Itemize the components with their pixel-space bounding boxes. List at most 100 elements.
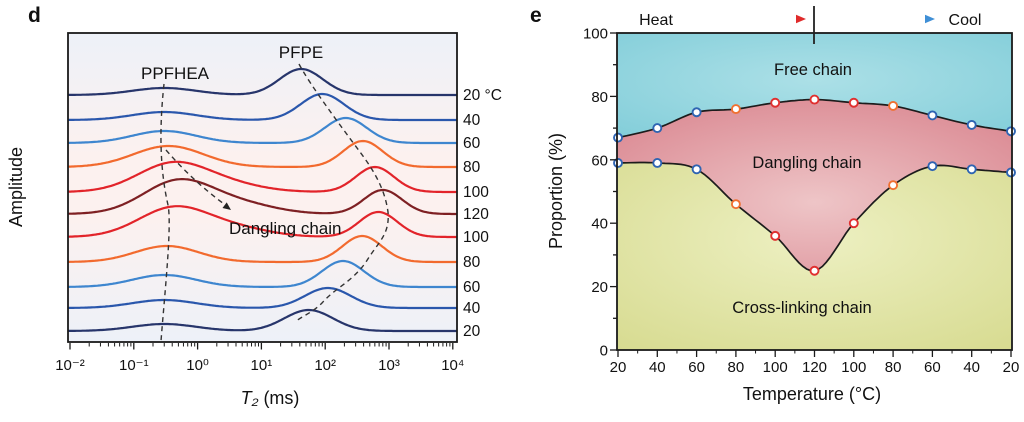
dangling-crosslink-point-80C [730,199,741,210]
relaxation-curve-80C-cooling [67,234,458,264]
cool-arrowhead-icon [925,14,935,24]
panel-d-letter: d [28,4,41,27]
e-xtick-label: 80 [728,359,745,376]
free-chain-region-label: Free chain [774,61,852,79]
crosslink-chain-region-label: Cross-linking chain [732,299,871,317]
relaxation-curve-40C-heating [67,92,458,122]
panel-d-frame [67,32,458,343]
free-chain-region [617,33,1012,138]
e-ytick-label: 100 [583,26,608,43]
ppfhea-peak-trace-dashed-line [160,83,170,342]
d-xtick-label: 10¹ [251,357,273,374]
panel-e-ytick-labels-group: 0 20 40 60 80 100 [583,26,608,360]
d-temp-label: 100 [463,184,489,201]
free-dangling-point-20C [613,132,623,143]
d-xtick-label: 10³ [378,357,400,374]
free-dangling-point-60C [927,110,938,121]
panel-e-x-axis-label: Temperature (°C) [743,384,881,404]
d-temp-label: 80 [463,254,481,271]
d-xtick-label: 10² [314,357,336,374]
e-ytick-label: 80 [591,89,608,106]
dangling-crosslink-point-100C [770,230,781,241]
d-xtick-label: 10⁰ [186,357,209,374]
e-xtick-label: 20 [1003,359,1020,376]
panel-d-curves-group [67,67,458,333]
free-dangling-point-80C [888,100,899,111]
dangling-chain-annotation: Dangling chain [229,219,341,238]
pfpe-peak-trace-dashed-line [294,63,389,323]
panel-d-temperature-labels-group: 20 °C 40 60 80 100 120 100 80 60 40 20 [463,87,502,340]
e-xtick-label: 80 [885,359,902,376]
panel-d-axis-ticks-group [69,343,454,350]
dangling-chain-region-label: Dangling chain [752,154,861,172]
dangling-chain-dashed-arrow-line [165,149,225,205]
panel-e-xtick-labels-group: 20 40 60 80 100 120 100 80 60 40 20 [610,359,1020,376]
panel-d-x-axis-label-symbol: T₂ [241,388,259,408]
relaxation-curve-60C-cooling [67,259,458,289]
relaxation-curve-100C-heating [67,160,458,194]
d-xtick-label: 10⁻¹ [119,357,149,374]
panel-d-xtick-labels-group: 10⁻² 10⁻¹ 10⁰ 10¹ 10² 10³ 10⁴ [55,357,464,374]
dangling-crosslink-point-60C [691,164,702,175]
panel-d-x-axis-label-unit: (ms) [258,388,299,408]
e-xtick-label: 40 [649,359,666,376]
ppfhea-peak-label: PPFHEA [141,64,210,83]
relaxation-curve-80C-heating [67,139,458,169]
free-dangling-point-60C [691,107,702,118]
d-temp-label: 20 °C [463,87,502,104]
panel-d-x-axis-label: T₂ (ms) [241,388,300,408]
d-temp-label: 60 [463,279,481,296]
e-ytick-label: 40 [591,216,608,233]
free-dangling-point-100C [848,97,859,108]
relaxation-curve-60C-heating [67,116,458,145]
d-temp-label: 20 [463,323,481,340]
d-temp-label: 60 [463,135,481,152]
free-dangling-point-80C [730,104,741,115]
d-temp-label: 80 [463,159,481,176]
relaxation-curve-100C-cooling [67,205,458,239]
d-temp-label: 40 [463,112,481,129]
relaxation-curve-40C-cooling [67,286,458,310]
free-dangling-point-120C [809,94,820,105]
d-temp-label: 40 [463,300,481,317]
e-xtick-label: 100 [763,359,788,376]
d-xtick-label: 10⁻² [55,357,85,374]
e-xtick-label: 120 [802,359,827,376]
dangling-chain-region [617,99,1012,271]
dangling-crosslink-point-40C [966,164,977,175]
panel-e-axis-ticks-group [610,32,1012,357]
relaxation-curve-20C-heating [67,67,458,97]
dangling-crosslink-point-20C [1006,167,1016,178]
dangling-chain-arrowhead [222,202,231,210]
dangling-crosslink-point-120C [809,265,820,276]
relaxation-curve-20C-cooling [67,308,458,333]
e-xtick-label: 60 [924,359,941,376]
e-xtick-label: 60 [688,359,705,376]
cool-label: Cool [949,12,982,29]
dangling-crosslink-point-60C [927,161,938,172]
e-ytick-label: 0 [600,343,608,360]
d-temp-label: 100 [463,229,489,246]
crosslink-chain-region [617,162,1012,350]
e-xtick-label: 40 [963,359,980,376]
d-xtick-label: 10⁴ [441,357,464,374]
panel-d-dashed-guides-group [160,63,389,342]
dangling-crosslink-point-20C [613,158,623,168]
e-xtick-label: 100 [841,359,866,376]
heat-label: Heat [639,12,673,29]
dangling-crosslink-point-40C [652,158,663,168]
panel-d-y-axis-label: Amplitude [6,147,26,227]
heat-arrowhead-icon [796,14,806,24]
free-dangling-point-40C [652,123,663,134]
panel-e-heat-cool-header: Heat Cool [639,6,981,44]
relaxation-curve-120C-heating [67,178,458,216]
dangling-crosslink-point-100C [848,218,859,229]
panel-e-regions-group [617,33,1012,350]
free-dangling-point-20C [1006,126,1016,137]
panel-e-data-points-group [613,94,1016,276]
panel-e-y-axis-label: Proportion (%) [546,133,566,249]
e-xtick-label: 20 [610,359,627,376]
pfpe-peak-label: PFPE [279,43,323,62]
